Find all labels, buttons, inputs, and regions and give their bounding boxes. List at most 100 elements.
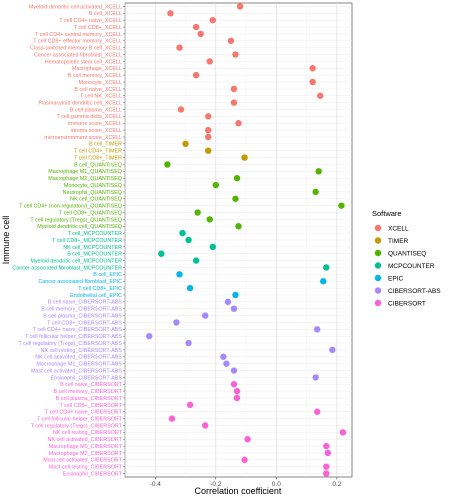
data-point (224, 298, 232, 306)
data-point (339, 429, 347, 436)
data-point (227, 37, 235, 44)
data-point (232, 291, 239, 299)
data-point (176, 271, 183, 278)
y-tick-label: T cell CD4+ (non-regulatory)_QUANTISEQ (19, 204, 122, 210)
data-point (167, 10, 174, 17)
legend-key (374, 249, 382, 257)
y-tick-label: B cell memory_CIBERSORT-ABS (41, 307, 122, 313)
x-tick-label: 0.0 (272, 481, 281, 488)
y-tick-label: Monocyte_QUANTISEQ (64, 183, 122, 189)
y-tick-label: Class-switched memory B cell_XCELL (30, 46, 122, 52)
data-point (197, 30, 204, 38)
y-tick-label: T cell CD4+ central memory_XCELL (35, 32, 122, 38)
y-tick-label: NK cell activated_CIBERSORT-ABS (35, 355, 122, 361)
data-point (329, 346, 336, 354)
data-point (164, 161, 171, 168)
legend-key (374, 274, 382, 282)
data-point (212, 181, 219, 189)
data-point (312, 374, 319, 381)
y-tick-label: microenvironment score_XCELL (44, 135, 122, 141)
y-axis-title: Immune cell (1, 216, 11, 265)
data-point (320, 278, 327, 285)
y-tick-label: Macrophage_XCELL (72, 66, 122, 72)
data-point (173, 319, 180, 326)
y-tick-label: Mast cell activated_CIBERSORT-ABS (31, 368, 122, 374)
data-point (317, 92, 324, 99)
data-point (209, 243, 216, 251)
data-point (323, 442, 330, 450)
y-tick-label: T cell CD8+_XCELL (74, 25, 122, 31)
data-point (179, 229, 186, 237)
y-tick-label: T cell regulatory (Tregs)_QUANTISEQ (30, 217, 122, 223)
data-point (194, 209, 201, 216)
data-point (235, 120, 242, 127)
x-tick-label: -0.4 (150, 481, 162, 488)
y-tick-label: Hematopoietic stem cell_XCELL (45, 59, 122, 65)
y-tick-labels: Myeloid dendritic cell activated_XCELLB … (12, 4, 125, 477)
data-point (230, 305, 238, 312)
y-tick-label: T cell regulatory (Tregs)_CIBERSORT (31, 423, 123, 429)
data-point (235, 223, 242, 230)
x-tick-labels: -0.4 -0.2 0.0 0.2 (150, 477, 342, 488)
y-tick-label: Macrophage M0_CIBERSORT (49, 444, 123, 450)
legend: Software XCELL TIMER QUANTISEQ MCPCOUNTER EP… (372, 209, 441, 307)
data-point (192, 23, 200, 31)
y-tick-label: NK cell_QUANTISEQ (70, 197, 122, 203)
y-tick-label: T cell CD8+ effector memory_XCELL (33, 39, 122, 45)
x-axis-title: Correlation coefficient (195, 486, 282, 496)
y-tick-label: NK cell resting_CIBERSORT-ABS (41, 348, 123, 354)
y-tick-label: Macrophage M1_QUANTISEQ (48, 169, 122, 175)
y-tick-label: T cell NK_XCELL (80, 94, 122, 100)
y-tick-label: B cell naive_XCELL (74, 87, 122, 93)
data-point (323, 470, 330, 477)
data-point (185, 339, 192, 347)
y-tick-label: Myeloid dendritic cell_QUANTISEQ (37, 224, 122, 230)
y-tick-label: B cell naive_CIBERSORT (60, 382, 123, 388)
y-tick-label: Monocyte_XCELL (79, 80, 122, 86)
data-point (168, 415, 176, 422)
y-tick-label: B cell plasma_CIBERSORT (56, 396, 123, 402)
y-tick-label: Cancer associated fibroblast_EPIC (38, 279, 122, 285)
legend-key (374, 237, 382, 244)
data-point (205, 147, 212, 154)
y-tick-label: B cell_XCELL (89, 11, 122, 17)
data-point (220, 353, 227, 360)
y-tick-label: immune score_XCELL (68, 121, 122, 127)
legend-label: XCELL (388, 225, 409, 232)
legend-label: CIBERSORT-ABS (388, 288, 441, 295)
data-point (236, 3, 244, 10)
data-point (315, 168, 322, 175)
data-point (202, 422, 209, 429)
grid-lines (124, 3, 352, 477)
y-tick-label: T cell CD4+ naive_CIBERSORT-ABS (33, 327, 123, 333)
y-tick-label: T cell CD8+_CIBERSORT (59, 403, 122, 409)
data-point (313, 326, 321, 333)
y-tick-label: Endothelial cell_EPIC (70, 293, 122, 299)
data-point (185, 236, 192, 244)
data-point (158, 250, 165, 257)
data-point (233, 387, 241, 395)
legend-label: TIMER (388, 238, 409, 245)
y-tick-label: B cell memory_XCELL (68, 73, 122, 79)
data-point (338, 202, 345, 209)
y-tick-label: Macrophage M2_QUANTISEQ (48, 176, 122, 182)
data-point (230, 99, 238, 106)
data-point (206, 216, 213, 223)
data-point (182, 140, 189, 148)
y-tick-label: B cell naive_CIBERSORT-ABS (48, 300, 123, 306)
y-tick-label: T cell CD4+_TIMER (74, 149, 122, 155)
y-tick-label: Myeloid dendritic cell activated_XCELL (29, 4, 122, 10)
y-tick-label: T cell CD8+_TIMER (74, 155, 122, 161)
y-tick-label: Eosinophil_CIBERSORT (63, 471, 123, 477)
data-point (205, 113, 212, 120)
y-tick-label: T cell CD4+ naive_XCELL (59, 18, 122, 24)
data-point (206, 58, 213, 65)
y-tick-label: B cell_QUANTISEQ (74, 162, 122, 168)
y-tick-label: Macrophage M1_CIBERSORT-ABS (36, 362, 122, 368)
y-tick-label: B cell memory_CIBERSORT (54, 389, 123, 395)
data-point (312, 188, 319, 196)
y-tick-label: NK cell activated_CIBERSORT (48, 437, 123, 443)
y-tick-label: Myeloid dendritic cell_MCPCOUNTER (30, 259, 122, 265)
y-tick-label: Cancer associated fibroblast_MCPCOUNTER (12, 265, 122, 271)
data-point (192, 257, 200, 264)
